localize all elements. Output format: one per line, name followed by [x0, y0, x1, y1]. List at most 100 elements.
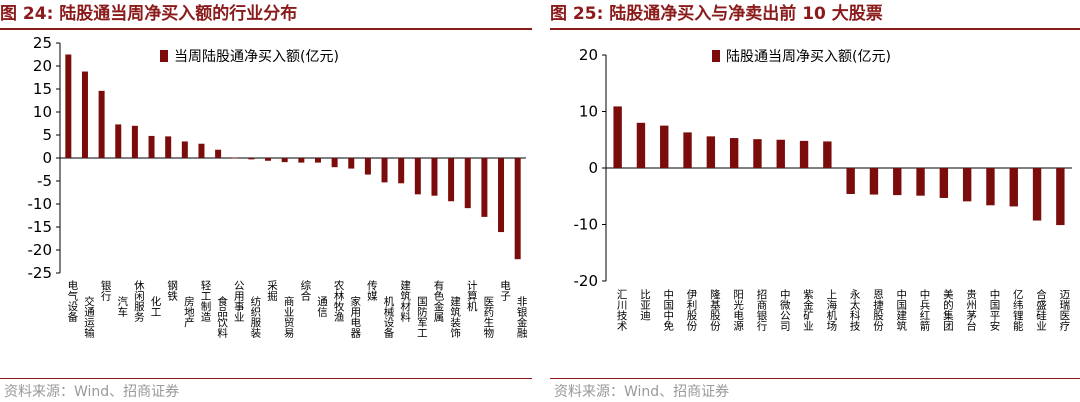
category-label: 家用电器 — [349, 295, 361, 339]
bar — [799, 140, 809, 168]
category-label: 有色金属 — [432, 279, 444, 323]
category-label: 交通运输 — [83, 295, 95, 339]
category-label: 汇川技术 — [616, 288, 628, 332]
legend-swatch — [712, 50, 720, 62]
y-tick-label: 15 — [33, 80, 52, 98]
bar — [514, 158, 521, 260]
bar — [753, 139, 762, 168]
category-label: 商业贸易 — [283, 295, 295, 339]
top-stocks-net-buy-bar-chart: -20 -10 0 10 20 汇川技术 比亚迪 中国中免 伊利股份 隆基股份 阳光电源 招商银行 中微… — [574, 46, 1072, 332]
bar — [331, 158, 338, 168]
y-tick-label: 0 — [42, 149, 52, 167]
y-tick-label: 20 — [33, 57, 52, 75]
bar — [636, 122, 646, 168]
y-tick-label: 10 — [33, 103, 52, 121]
category-label: 通信 — [316, 296, 328, 318]
bar — [348, 158, 355, 169]
category-label: 钢铁 — [166, 279, 178, 302]
category-label: 恩捷股份 — [872, 289, 884, 332]
y-tick-label: 10 — [579, 103, 598, 121]
bar — [498, 158, 505, 233]
bar — [181, 141, 188, 158]
y-tick-label: -5 — [37, 172, 52, 190]
bar — [381, 158, 388, 183]
bar — [231, 157, 238, 159]
legend-swatch — [160, 50, 168, 62]
category-label: 化工 — [150, 295, 162, 317]
bar — [215, 149, 222, 158]
category-label: 比亚迪 — [639, 288, 651, 321]
bar — [776, 139, 785, 168]
category-label: 休闲服务 — [133, 280, 145, 323]
category-label: 采掘 — [266, 280, 278, 302]
bar — [265, 158, 272, 161]
bar — [962, 168, 972, 202]
category-label: 建筑装饰 — [449, 295, 461, 339]
y-tick-label: 5 — [42, 126, 52, 144]
category-label: 房地产 — [183, 295, 195, 328]
category-label: 食品饮料 — [216, 295, 228, 339]
category-label: 合盛硅业 — [1035, 288, 1047, 331]
bar — [314, 158, 321, 163]
category-label: 电气设备 — [66, 279, 78, 323]
bar — [298, 158, 305, 163]
bar — [81, 71, 88, 158]
bar — [65, 54, 72, 158]
bar — [1032, 168, 1042, 221]
category-label: 中微公司 — [779, 288, 791, 331]
category-label: 紫金矿业 — [802, 289, 814, 331]
bar — [481, 158, 488, 217]
category-label: 贵州茅台 — [965, 288, 977, 332]
category-label: 中国中免 — [662, 288, 674, 331]
y-tick-label: 20 — [579, 46, 598, 64]
category-label: 阳光电源 — [732, 289, 744, 332]
source-rule — [550, 378, 1080, 379]
bar — [846, 168, 855, 194]
bar — [916, 168, 925, 196]
bar — [706, 136, 716, 168]
bar — [1009, 168, 1018, 207]
category-label: 永太科技 — [849, 288, 861, 332]
bar — [939, 168, 949, 198]
bar — [729, 138, 739, 168]
bar — [1056, 168, 1065, 226]
bar — [414, 158, 421, 195]
category-label: 医药生物 — [482, 296, 494, 339]
bar — [398, 158, 405, 184]
category-label: 亿纬锂能 — [1012, 288, 1024, 332]
bar — [986, 168, 995, 206]
category-label: 轻工制造 — [199, 279, 211, 322]
y-tick-label: -25 — [28, 264, 53, 282]
legend-label: 当周陆股通净买入额(亿元) — [174, 49, 339, 65]
category-label: 机械设备 — [383, 295, 395, 339]
source-note: 资料来源：Wind、招商证券 — [554, 384, 730, 400]
category-label: 迈瑞医疗 — [1058, 289, 1070, 332]
bar — [869, 168, 879, 195]
bar — [823, 141, 832, 168]
category-label: 美的集团 — [942, 288, 954, 332]
figure-title-25: 图 25: 陆股通净买入与净卖出前 10 大股票 — [550, 4, 883, 24]
category-label: 电子 — [499, 279, 511, 301]
category-label: 汽车 — [116, 295, 128, 318]
category-label: 上海机场 — [825, 289, 837, 332]
bar — [448, 158, 455, 202]
title-rule — [550, 28, 1080, 30]
bar — [165, 136, 172, 158]
bar — [98, 90, 105, 158]
figure-title-24: 图 24: 陆股通当周净买入额的行业分布 — [0, 4, 298, 24]
category-label: 国防军工 — [416, 296, 428, 338]
bar — [131, 125, 138, 158]
y-tick-label: 25 — [33, 34, 52, 52]
y-tick-label: 0 — [588, 159, 598, 177]
category-label: 非银金融 — [516, 296, 528, 339]
category-label: 隆基股份 — [709, 288, 721, 332]
category-label: 纺织服装 — [249, 295, 261, 339]
chart-panel-top-stocks: 图 25: 陆股通净买入与净卖出前 10 大股票 -20 -10 0 10 20 汇川技术… — [550, 0, 1080, 402]
category-label: 伊利股份 — [686, 289, 698, 332]
y-tick-label: -15 — [28, 218, 53, 236]
source-rule — [0, 378, 532, 379]
bar — [198, 143, 205, 158]
title-rule — [0, 28, 532, 30]
bar — [248, 158, 255, 160]
